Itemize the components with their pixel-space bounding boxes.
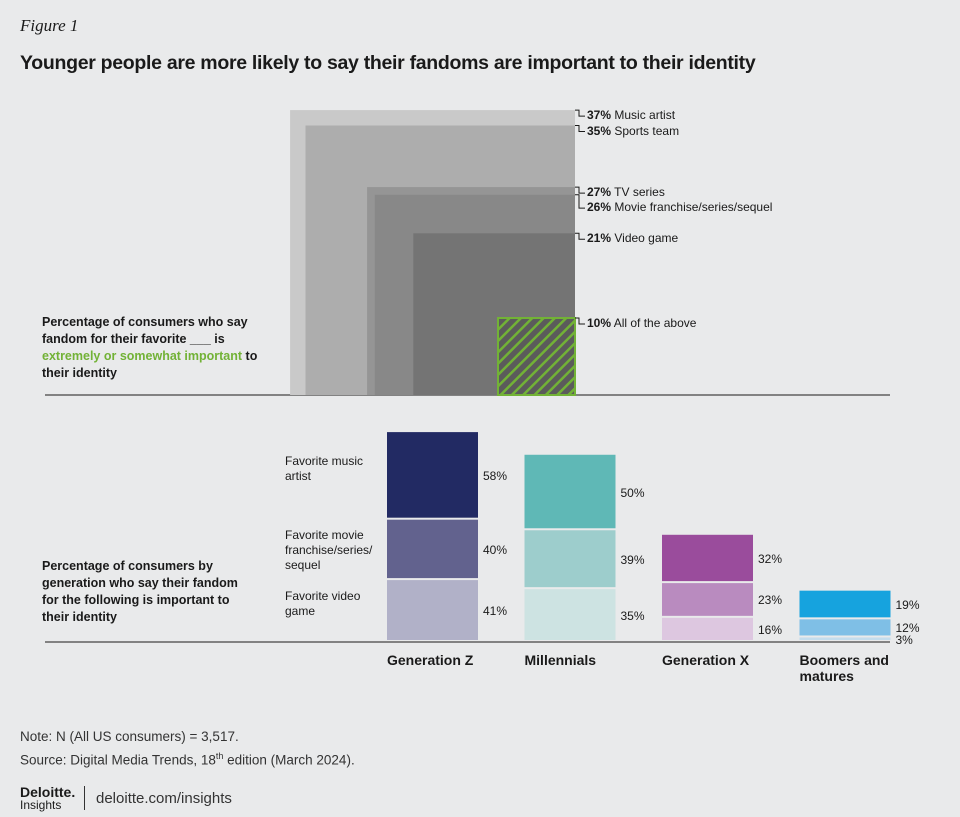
value-label-number: 26% (587, 200, 612, 215)
bar-segment (524, 589, 616, 640)
bar-segment (387, 519, 478, 579)
bar-segment (799, 637, 891, 640)
connector (575, 317, 585, 325)
value-label: 12% (895, 621, 920, 636)
value-label: 21% Video game (587, 231, 678, 245)
connector (575, 109, 585, 117)
bar-segment (524, 454, 616, 529)
value-label-number: 10% (587, 316, 612, 330)
series-label: Favorite video game (285, 589, 361, 619)
category-label: Music artist (614, 108, 676, 123)
value-label: 19% (895, 598, 920, 612)
value-label: 35% (620, 608, 645, 623)
value-label: 23% (758, 593, 783, 608)
brand: Deloitte. (20, 784, 76, 800)
source-text: edition (March 2024). (223, 752, 355, 768)
source-text: Source: Digital Media Trends, 18 (20, 752, 216, 768)
url: deloitte.com/insights (96, 790, 232, 807)
category-label: TV series (614, 185, 665, 200)
category-label: Millennials (524, 652, 597, 668)
category-label: Sports team (614, 123, 680, 138)
value-label: 16% (758, 622, 783, 637)
bar-segment (662, 534, 753, 582)
value-label: 10% All of the above (587, 316, 696, 330)
bar-segment (662, 617, 753, 640)
category-label: Generation X (662, 652, 750, 668)
source: Source: Digital Media Trends, 18th editi… (20, 751, 355, 768)
value-label: 50% (620, 485, 645, 500)
description: Percentage of consumers who say fandom f… (42, 314, 267, 382)
value-label: 39% (620, 552, 645, 567)
connector (575, 186, 585, 194)
bar-segment (799, 619, 891, 636)
series-label: Favorite music artist (285, 453, 364, 483)
series-label: Favorite movie franchise/series/ sequel (285, 527, 373, 572)
value-label: 35% Sports team (587, 124, 679, 138)
bar-segment (799, 590, 891, 618)
square (497, 317, 576, 396)
value-label: 40% (483, 542, 508, 557)
value-label-number: 21% (587, 231, 612, 246)
bar-segment (387, 432, 478, 518)
brand-sub: Insights (20, 798, 62, 812)
category-label: Movie franchise/series/sequel (614, 200, 773, 215)
connector (575, 194, 585, 209)
description: Percentage of consumers by generation wh… (42, 559, 238, 624)
connector (575, 232, 585, 240)
value-label: 26% Movie franchise/series/sequel (587, 200, 772, 214)
description-highlight: extremely or somewhat important (42, 349, 243, 363)
description-text: Percentage of consumers who say fandom f… (42, 315, 248, 346)
value-label-number: 37% (587, 108, 612, 123)
source-sup: th (215, 751, 224, 761)
value-label: 32% (758, 551, 783, 566)
title: Younger people are more likely to say th… (20, 52, 756, 74)
bar-segment (387, 580, 478, 640)
value-label: 27% TV series (587, 185, 665, 199)
bar-segment (524, 530, 616, 588)
category-label: Generation Z (387, 652, 474, 668)
figure-label: Figure 1 (20, 16, 79, 35)
category-label: Boomers and matures (799, 652, 889, 684)
value-label-number: 27% (587, 185, 612, 200)
note: Note: N (All US consumers) = 3,517. (20, 729, 239, 744)
value-label: 37% Music artist (587, 108, 675, 122)
description-text: to their identity (42, 349, 258, 380)
category-label: All of the above (613, 316, 697, 330)
divider (84, 786, 85, 810)
value-label: 3% (895, 632, 913, 647)
bar-segment (662, 583, 753, 616)
category-label: Video game (614, 231, 679, 246)
value-label: 41% (483, 604, 508, 619)
value-label-number: 35% (587, 123, 612, 138)
value-label: 58% (483, 468, 508, 483)
connector (575, 125, 585, 132)
